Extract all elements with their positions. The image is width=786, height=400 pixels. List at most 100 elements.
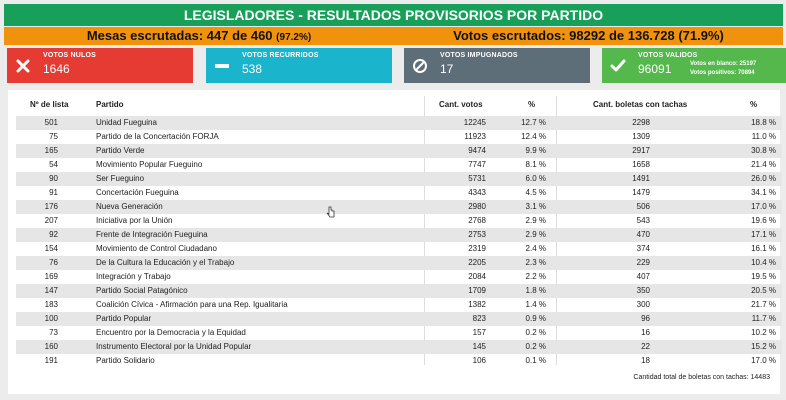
- cell-pct-votos: 0.2 %: [525, 328, 546, 337]
- cell-pct-tachas: 17.1 %: [751, 230, 776, 239]
- cell-boletas-tachas: 229: [636, 258, 650, 267]
- cell-votos: 11923: [464, 132, 486, 141]
- cell-pct-votos: 6.0 %: [525, 174, 546, 183]
- cell-votos: 2753: [468, 230, 486, 239]
- header-pct-tachas: %: [750, 100, 758, 109]
- table-row: 501 Unidad Fueguina 12245 12.7 % 2298 18.8 %: [16, 116, 782, 130]
- cell-partido: Integración y Trabajo: [96, 272, 171, 281]
- page-title: LEGISLADORES - RESULTADOS PROVISORIOS PO…: [4, 4, 783, 26]
- cell-lista: 75: [49, 132, 58, 141]
- table-row: 176 Nueva Generación 2980 3.1 % 506 17.0 %: [16, 200, 782, 214]
- table-row: 169 Integración y Trabajo 2084 2.2 % 407 19.5…: [16, 270, 782, 284]
- cell-pct-tachas: 18.8 %: [751, 118, 776, 127]
- cell-partido: Partido de la Concertación FORJA: [96, 132, 219, 141]
- cell-pct-votos: 9.9 %: [525, 146, 546, 155]
- card-votos-nulos: VOTOS NULOS 1646: [7, 48, 193, 83]
- cell-boletas-tachas: 1309: [632, 132, 650, 141]
- cell-partido: Instrumento Electoral por la Unidad Popu…: [96, 342, 252, 351]
- card-label: VOTOS NULOS: [43, 52, 97, 59]
- cell-boletas-tachas: 350: [636, 286, 650, 295]
- cell-pct-votos: 12.7 %: [521, 118, 546, 127]
- cell-votos: 2768: [468, 216, 486, 225]
- cell-votos: 7747: [468, 160, 486, 169]
- cell-partido: Movimiento de Control Ciudadano: [96, 244, 217, 253]
- cell-votos: 5731: [468, 174, 486, 183]
- cell-lista: 176: [44, 202, 58, 211]
- cell-pct-tachas: 10.2 %: [751, 328, 776, 337]
- cell-votos: 157: [472, 328, 486, 337]
- cell-pct-votos: 2.2 %: [525, 272, 546, 281]
- table-row: 54 Movimiento Popular Fueguino 7747 8.1 % 16…: [16, 158, 782, 172]
- card-label: VOTOS RECURRIDOS: [242, 52, 319, 59]
- cell-pct-votos: 0.9 %: [525, 314, 546, 323]
- minus-icon: [206, 48, 238, 83]
- cell-partido: Coalición Cívica - Afirmación para una R…: [96, 300, 288, 309]
- cell-boletas-tachas: 374: [636, 244, 650, 253]
- table-row: 90 Ser Fueguino 5731 6.0 % 1491 26.0 %: [16, 172, 782, 186]
- cell-boletas-tachas: 1491: [632, 174, 650, 183]
- header-boletas-tachas: Cant. boletas con tachas: [593, 100, 688, 109]
- cell-pct-votos: 0.2 %: [525, 342, 546, 351]
- cell-pct-votos: 3.1 %: [525, 202, 546, 211]
- card-value: 538: [242, 62, 263, 76]
- cell-votos: 2319: [468, 244, 486, 253]
- cell-boletas-tachas: 1658: [632, 160, 650, 169]
- cell-boletas-tachas: 506: [636, 202, 650, 211]
- cell-pct-tachas: 15.2 %: [751, 342, 776, 351]
- cell-pct-tachas: 21.4 %: [751, 160, 776, 169]
- cell-pct-votos: 2.9 %: [525, 216, 546, 225]
- cell-pct-tachas: 26.0 %: [751, 174, 776, 183]
- cell-boletas-tachas: 22: [641, 342, 650, 351]
- cell-pct-votos: 4.5 %: [525, 188, 546, 197]
- cell-lista: 207: [44, 216, 58, 225]
- cell-partido: Partido Social Patagónico: [96, 286, 188, 295]
- votos-positivos: Votos positivos: 70894: [690, 70, 755, 76]
- cell-lista: 501: [44, 118, 58, 127]
- cell-votos: 145: [472, 342, 486, 351]
- table-row: 92 Frente de Integración Fueguina 2753 2.9 …: [16, 228, 782, 242]
- cell-lista: 183: [44, 300, 58, 309]
- cell-pct-tachas: 11.7 %: [751, 314, 776, 323]
- cell-boletas-tachas: 18: [641, 356, 650, 365]
- check-icon: [602, 48, 634, 83]
- cell-pct-tachas: 17.0 %: [751, 356, 776, 365]
- table-row: 165 Partido Verde 9474 9.9 % 2917 30.8 %: [16, 144, 782, 158]
- card-label: VOTOS IMPUGNADOS: [440, 52, 518, 59]
- cell-lista: 160: [44, 342, 58, 351]
- cell-boletas-tachas: 300: [636, 300, 650, 309]
- cell-lista: 73: [49, 328, 58, 337]
- cell-votos: 106: [472, 356, 486, 365]
- table-row: 91 Concertación Fueguina 4343 4.5 % 1479 34.1…: [16, 186, 782, 200]
- cell-votos: 823: [472, 314, 486, 323]
- cell-partido: Encuentro por la Democracia y la Equidad: [96, 328, 246, 337]
- card-value: 1646: [43, 62, 70, 76]
- cell-pct-tachas: 17.0 %: [751, 202, 776, 211]
- cell-boletas-tachas: 96: [641, 314, 650, 323]
- table-row: 154 Movimiento de Control Ciudadano 2319 2.…: [16, 242, 782, 256]
- cell-lista: 76: [49, 258, 58, 267]
- cell-partido: Ser Fueguino: [96, 174, 145, 183]
- cell-boletas-tachas: 543: [636, 216, 650, 225]
- cell-partido: Partido Verde: [96, 146, 145, 155]
- mesas-escrutadas: Mesas escrutadas: 447 de 460 (97.2%): [4, 27, 394, 47]
- cell-pct-tachas: 16.1 %: [751, 244, 776, 253]
- table-row: 191 Partido Solidario 106 0.1 % 18 17.0 %: [16, 354, 782, 368]
- summary-bar: Mesas escrutadas: 447 de 460 (97.2%) Vot…: [4, 27, 783, 45]
- cell-partido: Iniciativa por la Unión: [96, 216, 173, 225]
- cell-votos: 2980: [468, 202, 486, 211]
- cell-pct-votos: 8.1 %: [525, 160, 546, 169]
- header-lista: Nº de lista: [30, 100, 69, 109]
- card-value: 17: [440, 62, 454, 76]
- mouse-cursor-icon: [326, 205, 336, 223]
- x-icon: [7, 48, 39, 83]
- card-votos-impugnados: VOTOS IMPUGNADOS 17: [404, 48, 590, 83]
- table-row: 183 Coalición Cívica - Afirmación para un…: [16, 298, 782, 312]
- cell-lista: 92: [49, 230, 58, 239]
- cell-votos: 1709: [468, 286, 486, 295]
- mesas-pct: (97.2%): [276, 32, 312, 43]
- header-cant-votos: Cant. votos: [439, 100, 483, 109]
- cell-pct-votos: 1.8 %: [525, 286, 546, 295]
- table-row: 207 Iniciativa por la Unión 2768 2.9 % 543 19…: [16, 214, 782, 228]
- card-votos-validos: VOTOS VALIDOS 96091 Votos en blanco: 251…: [602, 48, 786, 83]
- cell-pct-votos: 2.9 %: [525, 230, 546, 239]
